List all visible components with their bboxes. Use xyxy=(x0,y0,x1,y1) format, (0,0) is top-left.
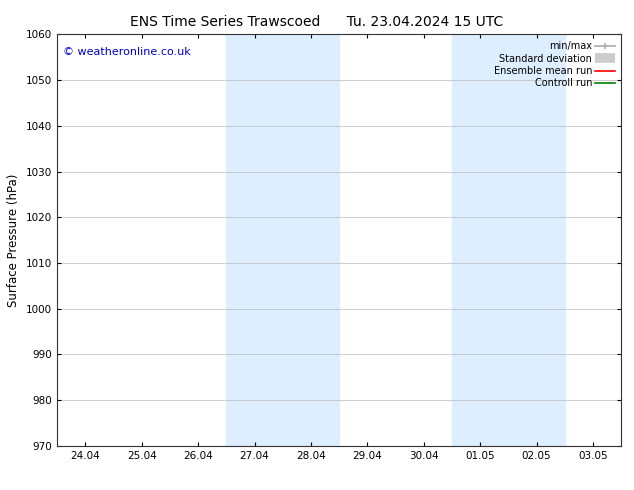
Y-axis label: Surface Pressure (hPa): Surface Pressure (hPa) xyxy=(8,173,20,307)
Legend: min/max, Standard deviation, Ensemble mean run, Controll run: min/max, Standard deviation, Ensemble me… xyxy=(492,39,616,90)
Text: ENS Time Series Trawscoed      Tu. 23.04.2024 15 UTC: ENS Time Series Trawscoed Tu. 23.04.2024… xyxy=(131,15,503,29)
Bar xyxy=(452,34,565,446)
Text: © weatheronline.co.uk: © weatheronline.co.uk xyxy=(63,47,190,57)
Bar xyxy=(226,34,339,446)
